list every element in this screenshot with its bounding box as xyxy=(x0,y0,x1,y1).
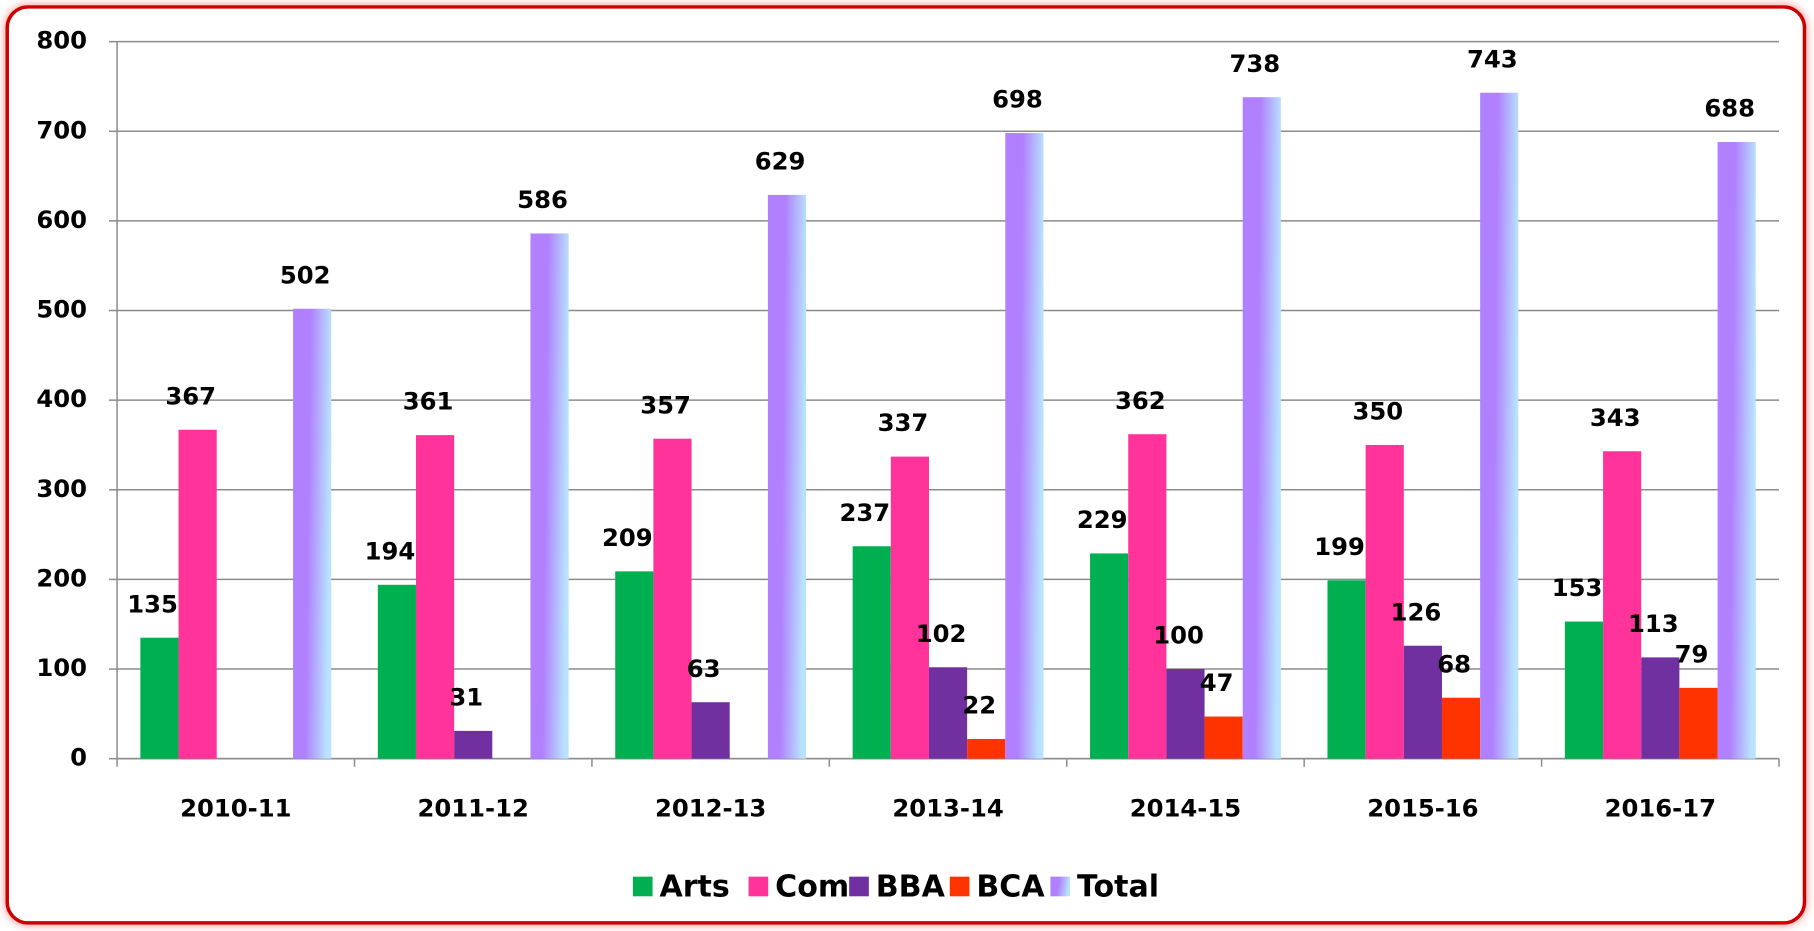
data-label: 113 xyxy=(1628,609,1679,638)
bar xyxy=(1242,97,1281,759)
data-label: 199 xyxy=(1314,532,1365,561)
data-label: 361 xyxy=(403,387,454,416)
data-label: 47 xyxy=(1200,668,1234,697)
bar xyxy=(1717,142,1756,759)
y-tick-label: 600 xyxy=(36,205,87,234)
y-tick-label: 800 xyxy=(36,26,87,55)
data-label: 367 xyxy=(165,381,216,410)
x-tick-label: 2013-14 xyxy=(892,794,1003,823)
y-tick-label: 300 xyxy=(36,474,87,503)
data-label: 209 xyxy=(602,523,653,552)
bar xyxy=(767,194,807,759)
data-label: 698 xyxy=(992,85,1043,114)
bar xyxy=(140,637,179,759)
data-label: 22 xyxy=(962,691,996,720)
bar xyxy=(377,584,416,759)
legend-swatch xyxy=(1050,876,1071,897)
bar xyxy=(653,438,692,759)
bar xyxy=(967,738,1006,759)
x-tick-label: 2014-15 xyxy=(1130,794,1241,823)
y-tick-label: 100 xyxy=(36,653,87,682)
y-tick-label: 0 xyxy=(70,743,87,772)
y-tick-label: 400 xyxy=(36,384,87,413)
bar xyxy=(1365,444,1404,759)
bar xyxy=(691,702,730,759)
bar xyxy=(1204,716,1243,759)
bar xyxy=(1090,553,1129,759)
legend-swatch xyxy=(632,876,653,897)
bar xyxy=(178,429,217,759)
data-label: 102 xyxy=(916,619,967,648)
y-tick-label: 200 xyxy=(36,563,87,592)
data-label: 126 xyxy=(1391,597,1442,626)
bar xyxy=(1641,657,1680,759)
y-tick-label: 700 xyxy=(36,115,87,144)
data-label: 343 xyxy=(1590,403,1641,432)
bar xyxy=(1166,669,1205,759)
data-label: 194 xyxy=(365,536,416,565)
bar xyxy=(293,308,332,759)
x-tick-label: 2012-13 xyxy=(655,794,766,823)
data-label: 357 xyxy=(640,390,691,419)
legend-label: BBA xyxy=(876,870,946,905)
bar xyxy=(1128,434,1167,759)
data-label: 68 xyxy=(1437,649,1471,678)
legend-swatch xyxy=(949,876,970,897)
y-tick-label: 500 xyxy=(36,295,87,324)
data-label: 502 xyxy=(280,260,331,289)
legend-label: Com xyxy=(775,870,849,905)
data-label: 229 xyxy=(1077,505,1128,534)
data-label: 79 xyxy=(1675,639,1709,668)
bar xyxy=(1480,92,1519,759)
bar xyxy=(415,435,455,759)
bar xyxy=(1327,580,1366,759)
bar xyxy=(852,546,891,759)
legend-label: Arts xyxy=(660,870,730,905)
bar xyxy=(928,667,968,759)
data-label: 100 xyxy=(1153,621,1204,650)
x-tick-label: 2010-11 xyxy=(180,794,291,823)
bar xyxy=(1603,451,1642,759)
bar xyxy=(1441,697,1481,759)
data-label: 738 xyxy=(1230,49,1281,78)
bar xyxy=(1679,687,1718,759)
bar xyxy=(890,456,929,759)
x-tick-label: 2016-17 xyxy=(1605,794,1716,823)
legend-label: Total xyxy=(1077,870,1159,905)
data-label: 153 xyxy=(1552,573,1603,602)
data-label: 688 xyxy=(1704,94,1755,123)
data-label: 586 xyxy=(517,185,568,214)
bar xyxy=(454,730,493,759)
bar xyxy=(1005,133,1044,759)
x-tick-label: 2015-16 xyxy=(1367,794,1478,823)
data-label: 350 xyxy=(1352,397,1403,426)
data-label: 337 xyxy=(878,408,929,437)
bar xyxy=(530,233,569,759)
data-label: 743 xyxy=(1467,44,1518,73)
data-label: 31 xyxy=(449,683,483,712)
data-label: 237 xyxy=(839,498,890,527)
data-label: 135 xyxy=(127,589,178,618)
bar xyxy=(1564,621,1604,759)
bar xyxy=(615,571,654,759)
bar xyxy=(1403,645,1442,759)
x-tick-label: 2011-12 xyxy=(418,794,529,823)
data-label: 629 xyxy=(755,147,806,176)
data-label: 362 xyxy=(1115,386,1166,415)
legend-label: BCA xyxy=(976,870,1045,905)
data-label: 63 xyxy=(687,654,721,683)
legend-swatch xyxy=(748,876,769,897)
legend-swatch xyxy=(849,876,869,897)
